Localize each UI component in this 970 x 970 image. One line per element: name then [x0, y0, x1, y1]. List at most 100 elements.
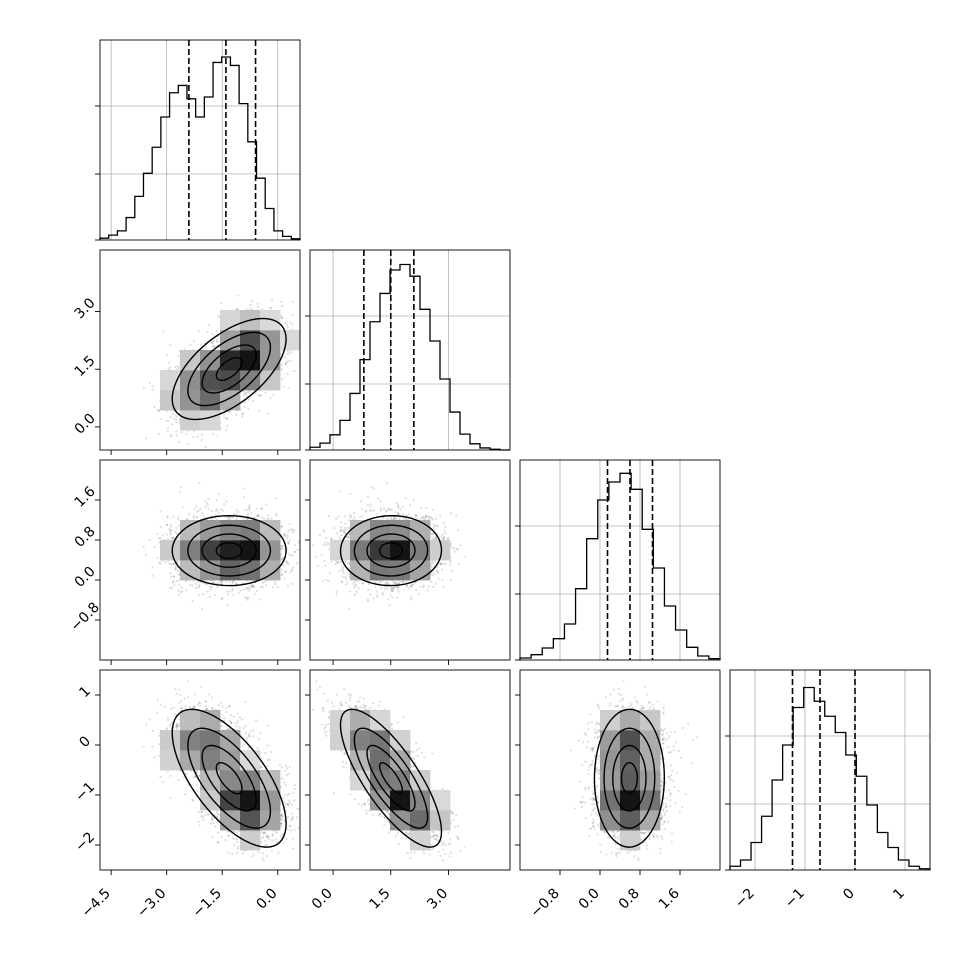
sample-point [246, 509, 249, 512]
sample-point [237, 591, 240, 595]
sample-point [221, 579, 224, 583]
sample-point [166, 430, 169, 433]
panel-content [142, 481, 300, 611]
sample-point [293, 550, 296, 553]
sample-point [165, 409, 168, 413]
sample-point [260, 585, 263, 588]
sample-point [282, 563, 285, 567]
sample-point [249, 585, 253, 588]
sample-point [221, 509, 224, 512]
sample-point [281, 573, 284, 576]
sample-point [279, 552, 283, 555]
sample-point [176, 537, 179, 540]
panel-frame [309, 249, 511, 451]
sample-point [232, 516, 235, 519]
sample-point [165, 523, 168, 526]
sample-point [185, 580, 188, 583]
sample-point [242, 487, 245, 490]
sample-point [174, 414, 177, 417]
sample-point [284, 570, 288, 573]
histogram-steps [99, 56, 301, 240]
sample-point [287, 387, 290, 390]
sample-point [246, 512, 250, 515]
sample-point [167, 420, 170, 423]
sample-point [255, 507, 258, 510]
sample-point [188, 512, 191, 516]
sample-point [191, 584, 194, 587]
sample-point [194, 582, 197, 585]
sample-point [296, 549, 299, 552]
sample-point [170, 529, 173, 532]
sample-point [280, 300, 283, 304]
sample-point [284, 561, 288, 564]
sample-point [169, 532, 172, 536]
sample-point [210, 342, 213, 345]
sample-point [280, 556, 283, 559]
sample-point [199, 507, 202, 510]
sample-point [206, 330, 209, 334]
sample-point [267, 514, 270, 517]
sample-point [177, 524, 180, 527]
sample-point [218, 511, 221, 514]
sample-point [178, 579, 181, 582]
sample-point [170, 435, 173, 438]
density-contour [171, 317, 287, 421]
sample-point [209, 588, 212, 591]
sample-point [286, 349, 289, 353]
sample-point [248, 506, 251, 509]
sample-point [187, 442, 190, 445]
sample-point [291, 314, 294, 317]
sample-point [231, 588, 234, 591]
sample-point [282, 533, 286, 536]
sample-point [159, 526, 162, 529]
sample-point [285, 324, 288, 327]
sample-point [171, 537, 174, 540]
sample-point [291, 554, 294, 557]
sample-point [297, 541, 300, 544]
sample-point [258, 409, 261, 413]
sample-point [258, 598, 261, 601]
sample-point [235, 582, 238, 585]
sample-point [156, 556, 160, 560]
sample-point [177, 441, 181, 444]
sample-point [166, 354, 169, 357]
sample-point [225, 580, 228, 583]
histogram-panel-3 [515, 459, 721, 661]
sample-point [215, 329, 219, 332]
sample-point [213, 594, 216, 597]
sample-point [151, 388, 154, 391]
sample-point [204, 505, 207, 508]
sample-point [151, 566, 154, 569]
sample-point [170, 423, 173, 426]
sample-point [217, 582, 220, 585]
sample-point [169, 531, 172, 534]
density-cell [280, 330, 300, 351]
panel-frame [519, 459, 721, 661]
sample-point [175, 421, 178, 424]
sample-point [289, 321, 292, 324]
sample-point [181, 506, 184, 509]
sample-point [242, 412, 245, 415]
sample-point [244, 508, 247, 511]
sample-point [243, 400, 246, 404]
sample-point [315, 308, 317, 310]
sample-point [210, 340, 214, 343]
sample-point [169, 563, 172, 566]
sample-point [211, 342, 214, 345]
sample-point [174, 567, 177, 570]
sample-point [231, 589, 234, 592]
sample-point [264, 580, 267, 584]
sample-point [212, 340, 215, 343]
sample-point [289, 359, 293, 363]
sample-point [290, 527, 293, 531]
sample-point [243, 390, 246, 393]
sample-point [284, 532, 287, 536]
sample-point [196, 435, 199, 438]
sample-point [179, 590, 182, 593]
sample-point [275, 514, 279, 517]
sample-point [282, 385, 286, 389]
sample-point [232, 593, 235, 596]
histogram-panel-2 [305, 249, 511, 451]
sample-point [291, 300, 294, 303]
sample-point [287, 360, 290, 363]
